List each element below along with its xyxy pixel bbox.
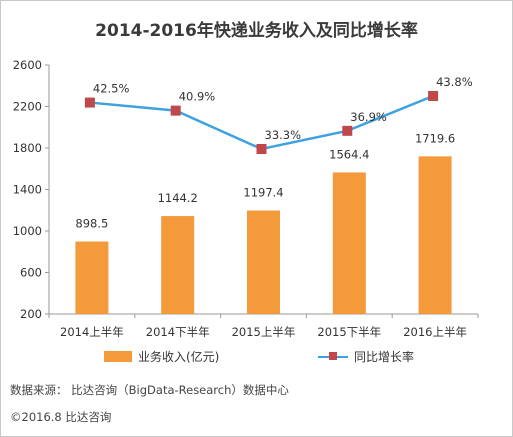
y-tick-label: 600 <box>20 266 42 280</box>
legend-bar-swatch <box>104 351 132 362</box>
growth-marker <box>170 105 181 116</box>
y-tick-label: 2600 <box>13 58 42 72</box>
y-tick-label: 1000 <box>13 224 42 238</box>
growth-value-label: 36.9% <box>350 110 387 124</box>
growth-marker <box>428 91 439 101</box>
revenue-bar <box>418 156 452 314</box>
revenue-bar <box>332 172 366 314</box>
legend-item-revenue: 业务收入(亿元) <box>104 348 219 365</box>
growth-value-label: 43.8% <box>436 75 473 89</box>
x-tick-label: 2015下半年 <box>317 325 381 339</box>
x-tick-label: 2015上半年 <box>232 325 296 339</box>
revenue-bar <box>161 216 195 314</box>
y-tick-label: 2200 <box>13 100 42 114</box>
revenue-value-label: 1564.4 <box>329 147 369 161</box>
growth-value-label: 42.5% <box>93 82 130 96</box>
legend-label-revenue: 业务收入(亿元) <box>138 350 220 364</box>
revenue-value-label: 1144.2 <box>158 191 198 205</box>
axes: 200 600 1000 1400 1800 2200 2600 2014上半年 2014下半年… <box>13 58 479 339</box>
revenue-bar <box>247 210 280 314</box>
revenue-value-label: 898.5 <box>75 217 108 231</box>
x-tick-label: 2014下半年 <box>146 325 210 339</box>
revenue-value-label: 1719.6 <box>415 131 455 145</box>
y-tick-label: 1800 <box>13 141 42 155</box>
growth-value-label: 33.3% <box>265 128 302 142</box>
growth-marker <box>84 97 95 108</box>
revenue-value-label: 1197.4 <box>243 186 283 200</box>
bars <box>75 156 452 314</box>
legend-label-growth: 同比增长率 <box>354 350 415 364</box>
x-tick-label: 2016上半年 <box>403 325 467 339</box>
legend-item-growth: 同比增长率 <box>318 348 414 365</box>
x-tick-label: 2014上半年 <box>60 325 124 339</box>
growth-marker <box>342 125 353 136</box>
y-tick-label: 1400 <box>13 183 42 197</box>
source-note: 数据来源： 比达咨询（BigData-Research）数据中心 <box>10 383 289 397</box>
legend-line-swatch <box>318 351 348 362</box>
y-tick-label: 200 <box>20 307 42 321</box>
copyright-note: ©2016.8 比达咨询 <box>10 410 112 424</box>
legend: 业务收入(亿元) 同比增长率 <box>0 348 513 368</box>
data-labels: 898.5 1144.2 1197.4 1564.4 1719.6 42.5% 40.9% 3… <box>75 75 472 231</box>
chart-title: 2014-2016年快递业务收入及同比增长率 <box>95 21 418 41</box>
revenue-bar <box>75 241 109 314</box>
growth-value-label: 40.9% <box>179 90 216 104</box>
growth-marker <box>256 144 267 154</box>
growth-line <box>84 91 439 154</box>
